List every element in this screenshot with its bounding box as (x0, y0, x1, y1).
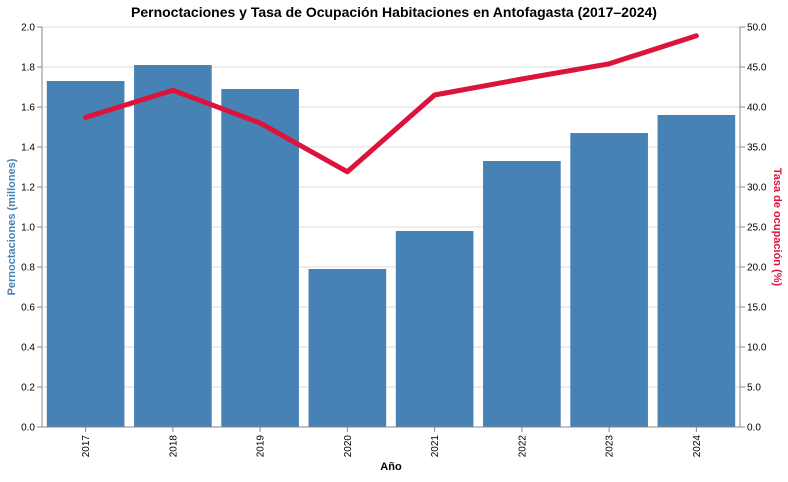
bar-2020 (308, 269, 387, 427)
y2-tick-label: 35.0 (747, 143, 767, 154)
y-tick-label: 0.8 (21, 263, 35, 274)
y2-axis-title: Tasa de ocupación (%) (771, 168, 783, 287)
y-tick-label: 0.2 (21, 383, 35, 394)
y-tick-label: 1.6 (21, 103, 35, 114)
x-tick-label: 2020 (343, 435, 354, 458)
y2-tick-label: 50.0 (747, 23, 767, 34)
y-tick-label: 0.0 (21, 423, 35, 434)
y-axis-title: Pernoctaciones (millones) (6, 158, 18, 295)
y2-tick-label: 15.0 (747, 303, 767, 314)
x-axis-title: Año (380, 461, 402, 473)
bar-2021 (395, 231, 474, 427)
y2-tick-label: 45.0 (747, 63, 767, 74)
bar-2019 (221, 89, 299, 427)
y-tick-label: 0.6 (21, 303, 35, 314)
x-tick-label: 2017 (81, 435, 92, 458)
bar-2022 (483, 161, 561, 427)
y2-tick-label: 40.0 (747, 103, 767, 114)
occupancy-line (83, 33, 699, 175)
y-tick-label: 1.8 (21, 63, 35, 74)
axes-layer: 0.0 0.2 0.4 0.6 0.8 1.0 1.2 1.4 1.6 1.8 2.0 0.0 5.0 1… (21, 23, 767, 458)
x-tick-label: 2024 (692, 435, 703, 458)
y2-tick-label: 5.0 (747, 383, 761, 394)
y-tick-label: 1.0 (21, 223, 35, 234)
y2-tick-label: 0.0 (747, 423, 761, 434)
line-layer (83, 33, 699, 175)
y-tick-label: 0.4 (21, 343, 35, 354)
x-tick-label: 2022 (517, 435, 528, 458)
x-tick-label: 2021 (430, 435, 441, 458)
y2-tick-label: 25.0 (747, 223, 767, 234)
x-tick-label: 2019 (256, 435, 267, 458)
y2-tick-label: 10.0 (747, 343, 767, 354)
bar-2017 (46, 81, 125, 427)
y2-tick-label: 20.0 (747, 263, 767, 274)
bars-layer (46, 65, 736, 427)
x-tick-label: 2018 (168, 435, 179, 458)
x-tick-label: 2023 (605, 435, 616, 458)
bar-2023 (570, 133, 648, 427)
bar-2024 (657, 115, 736, 427)
y-tick-label: 1.2 (21, 183, 35, 194)
chart-title: Pernoctaciones y Tasa de Ocupación Habit… (131, 4, 657, 20)
y-tick-label: 2.0 (21, 23, 35, 34)
y2-tick-label: 30.0 (747, 183, 767, 194)
y-tick-label: 1.4 (21, 143, 35, 154)
bar-2018 (134, 65, 212, 427)
